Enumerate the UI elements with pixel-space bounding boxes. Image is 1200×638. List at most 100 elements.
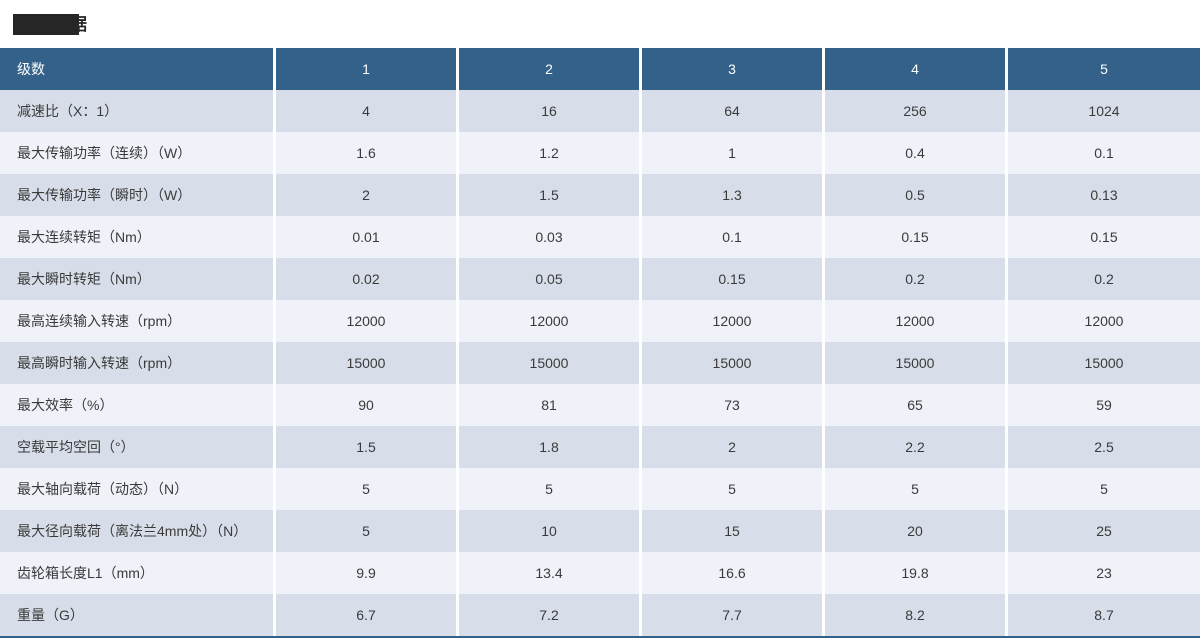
cell-value: 12000 bbox=[276, 300, 456, 342]
cell-value: 256 bbox=[825, 90, 1005, 132]
row-label: 最大轴向载荷（动态）（N） bbox=[0, 468, 273, 510]
table-row: 减速比（X：1） 4 16 64 256 1024 bbox=[0, 90, 1200, 132]
cell-value: 25 bbox=[1008, 510, 1200, 552]
cell-value: 0.2 bbox=[1008, 258, 1200, 300]
cell-value: 20 bbox=[825, 510, 1005, 552]
header-cell-col1: 1 bbox=[276, 48, 456, 90]
cell-value: 1.3 bbox=[642, 174, 822, 216]
row-label: 最大连续转矩（Nm） bbox=[0, 216, 273, 258]
cell-value: 1.6 bbox=[276, 132, 456, 174]
cell-value: 7.2 bbox=[459, 594, 639, 636]
cell-value: 19.8 bbox=[825, 552, 1005, 594]
cell-value: 4 bbox=[276, 90, 456, 132]
cell-value: 15000 bbox=[459, 342, 639, 384]
table-row: 最高瞬时输入转速（rpm） 15000 15000 15000 15000 15000 bbox=[0, 342, 1200, 384]
table-row: 最大径向载荷（离法兰4mm处）（N） 5 10 15 20 25 bbox=[0, 510, 1200, 552]
cell-value: 13.4 bbox=[459, 552, 639, 594]
cell-value: 16 bbox=[459, 90, 639, 132]
cell-value: 0.1 bbox=[642, 216, 822, 258]
cell-value: 15000 bbox=[276, 342, 456, 384]
table-row: 最大连续转矩（Nm） 0.01 0.03 0.1 0.15 0.15 bbox=[0, 216, 1200, 258]
cell-value: 0.1 bbox=[1008, 132, 1200, 174]
header-cell-stages: 级数 bbox=[0, 48, 273, 90]
table-row: 空载平均空回（°） 1.5 1.8 2 2.2 2.5 bbox=[0, 426, 1200, 468]
cell-value: 23 bbox=[1008, 552, 1200, 594]
cell-value: 1.5 bbox=[459, 174, 639, 216]
cell-value: 2 bbox=[642, 426, 822, 468]
row-label: 重量（G） bbox=[0, 594, 273, 636]
cell-value: 5 bbox=[459, 468, 639, 510]
cell-value: 2.2 bbox=[825, 426, 1005, 468]
header-cell-col5: 5 bbox=[1008, 48, 1200, 90]
cell-value: 9.9 bbox=[276, 552, 456, 594]
cell-value: 15000 bbox=[642, 342, 822, 384]
row-label: 最大径向载荷（离法兰4mm处）（N） bbox=[0, 510, 273, 552]
cell-value: 0.4 bbox=[825, 132, 1005, 174]
cell-value: 81 bbox=[459, 384, 639, 426]
header-cell-col3: 3 bbox=[642, 48, 822, 90]
table-row: 最大轴向载荷（动态）（N） 5 5 5 5 5 bbox=[0, 468, 1200, 510]
cell-value: 0.15 bbox=[642, 258, 822, 300]
cell-value: 0.5 bbox=[825, 174, 1005, 216]
table-row: 重量（G） 6.7 7.2 7.7 8.2 8.7 bbox=[0, 594, 1200, 636]
table-row: 最大瞬时转矩（Nm） 0.02 0.05 0.15 0.2 0.2 bbox=[0, 258, 1200, 300]
redacted-title-bar bbox=[13, 13, 79, 35]
title-partial-char: 据 bbox=[70, 14, 87, 34]
header-cell-col4: 4 bbox=[825, 48, 1005, 90]
cell-value: 0.02 bbox=[276, 258, 456, 300]
table-row: 最大传输功率（连续）（W） 1.6 1.2 1 0.4 0.1 bbox=[0, 132, 1200, 174]
row-label: 最高瞬时输入转速（rpm） bbox=[0, 342, 273, 384]
cell-value: 1.2 bbox=[459, 132, 639, 174]
cell-value: 0.15 bbox=[825, 216, 1005, 258]
header-cell-col2: 2 bbox=[459, 48, 639, 90]
cell-value: 0.2 bbox=[825, 258, 1005, 300]
table-header-row: 级数 1 2 3 4 5 bbox=[0, 48, 1200, 90]
cell-value: 1.5 bbox=[276, 426, 456, 468]
cell-value: 73 bbox=[642, 384, 822, 426]
cell-value: 15000 bbox=[1008, 342, 1200, 384]
cell-value: 8.2 bbox=[825, 594, 1005, 636]
row-label: 减速比（X：1） bbox=[0, 90, 273, 132]
cell-value: 16.6 bbox=[642, 552, 822, 594]
cell-value: 0.15 bbox=[1008, 216, 1200, 258]
cell-value: 12000 bbox=[1008, 300, 1200, 342]
table-row: 最高连续输入转速（rpm） 12000 12000 12000 12000 12000 bbox=[0, 300, 1200, 342]
cell-value: 15 bbox=[642, 510, 822, 552]
cell-value: 90 bbox=[276, 384, 456, 426]
cell-value: 1024 bbox=[1008, 90, 1200, 132]
row-label: 空载平均空回（°） bbox=[0, 426, 273, 468]
cell-value: 6.7 bbox=[276, 594, 456, 636]
cell-value: 15000 bbox=[825, 342, 1005, 384]
table-row: 齿轮箱长度L1（mm） 9.9 13.4 16.6 19.8 23 bbox=[0, 552, 1200, 594]
cell-value: 5 bbox=[825, 468, 1005, 510]
row-label: 齿轮箱长度L1（mm） bbox=[0, 552, 273, 594]
cell-value: 0.03 bbox=[459, 216, 639, 258]
cell-value: 5 bbox=[276, 468, 456, 510]
table-row: 最大传输功率（瞬时）（W） 2 1.5 1.3 0.5 0.13 bbox=[0, 174, 1200, 216]
row-label: 最大效率（%） bbox=[0, 384, 273, 426]
cell-value: 5 bbox=[642, 468, 822, 510]
cell-value: 2 bbox=[276, 174, 456, 216]
spec-table: 级数 1 2 3 4 5 减速比（X：1） 4 16 64 256 1024 最大传输功率（连续）（W）… bbox=[0, 48, 1200, 636]
cell-value: 8.7 bbox=[1008, 594, 1200, 636]
cell-value: 12000 bbox=[642, 300, 822, 342]
row-label: 最大传输功率（连续）（W） bbox=[0, 132, 273, 174]
cell-value: 0.05 bbox=[459, 258, 639, 300]
cell-value: 65 bbox=[825, 384, 1005, 426]
cell-value: 59 bbox=[1008, 384, 1200, 426]
cell-value: 7.7 bbox=[642, 594, 822, 636]
cell-value: 1 bbox=[642, 132, 822, 174]
cell-value: 0.01 bbox=[276, 216, 456, 258]
table-row: 最大效率（%） 90 81 73 65 59 bbox=[0, 384, 1200, 426]
cell-value: 0.13 bbox=[1008, 174, 1200, 216]
cell-value: 2.5 bbox=[1008, 426, 1200, 468]
page-title: 据 bbox=[0, 0, 1200, 48]
row-label: 最大传输功率（瞬时）（W） bbox=[0, 174, 273, 216]
cell-value: 1.8 bbox=[459, 426, 639, 468]
cell-value: 5 bbox=[276, 510, 456, 552]
cell-value: 64 bbox=[642, 90, 822, 132]
cell-value: 12000 bbox=[825, 300, 1005, 342]
next-table-header-edge bbox=[0, 636, 1200, 638]
cell-value: 10 bbox=[459, 510, 639, 552]
